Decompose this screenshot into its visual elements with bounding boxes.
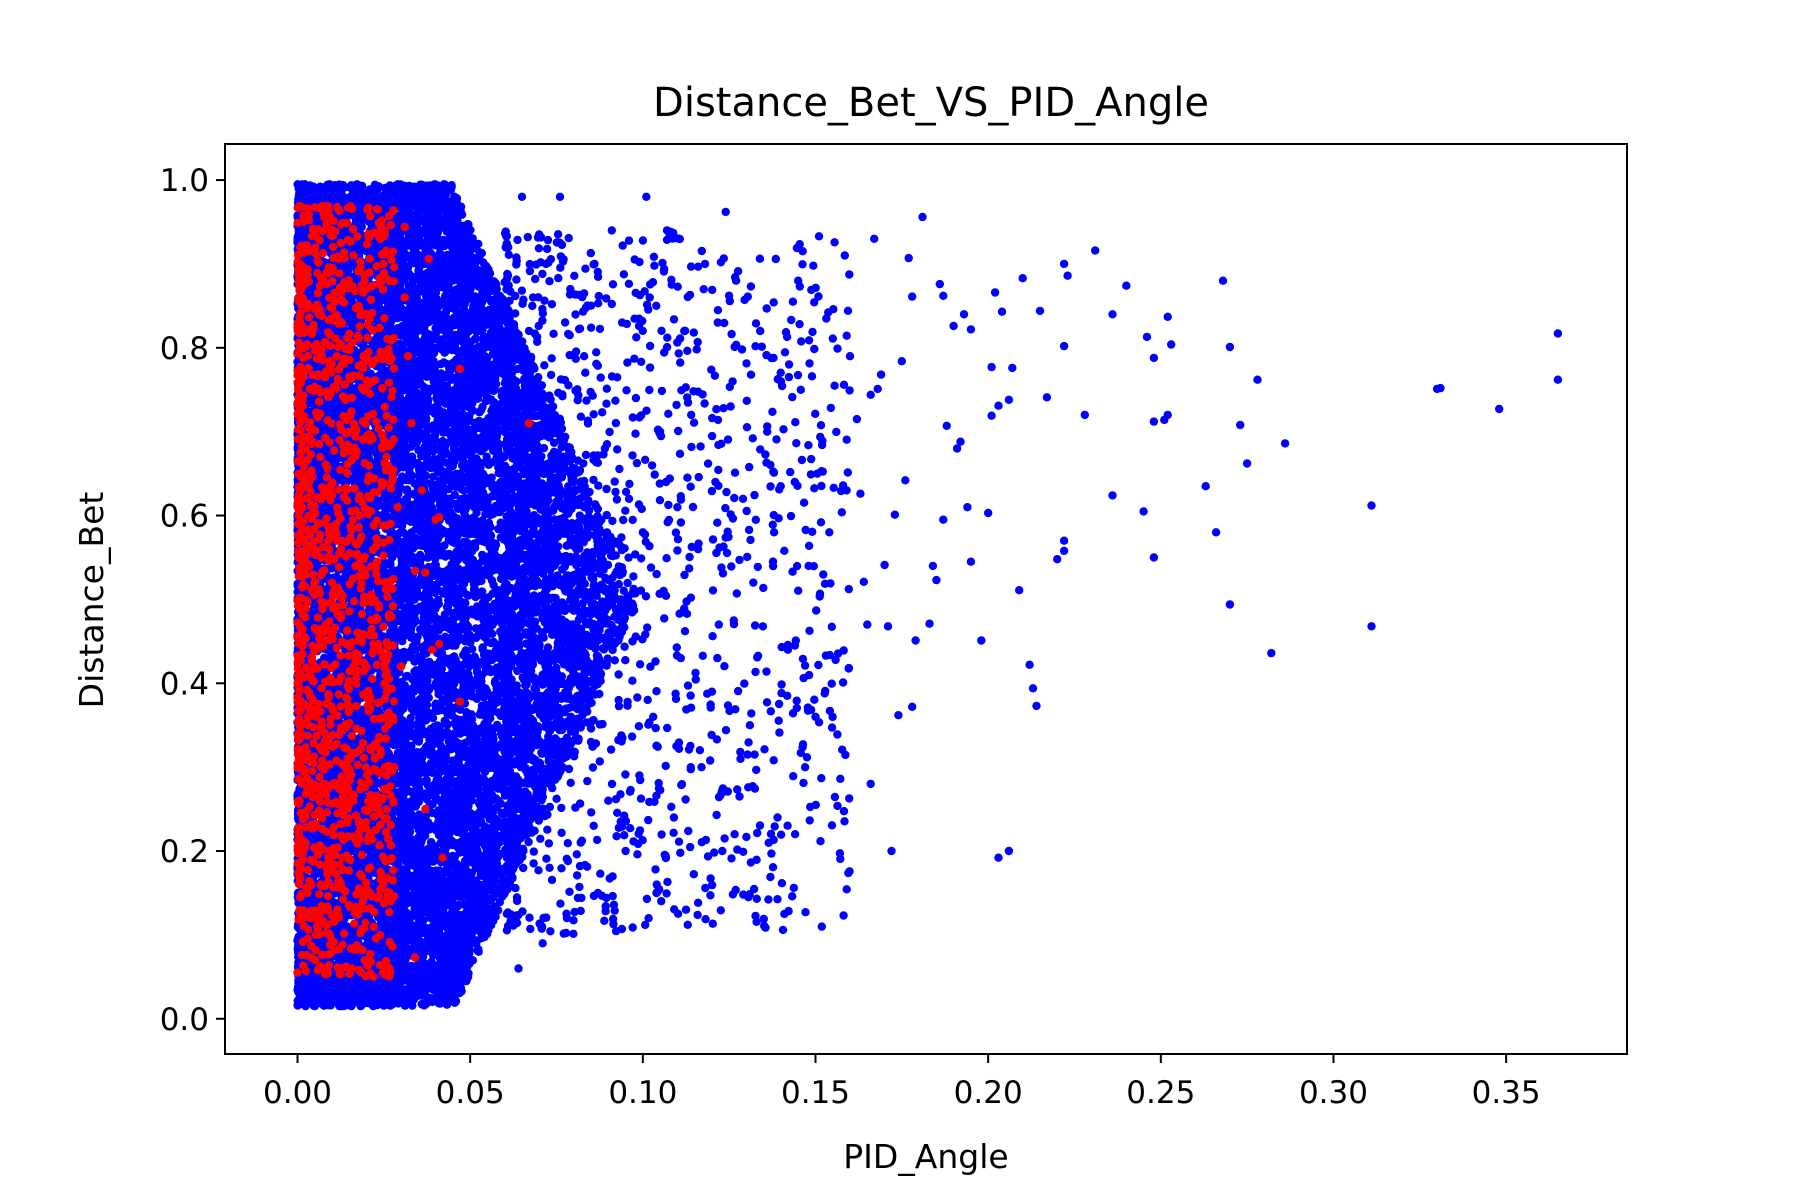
chart-title: Distance_Bet_VS_PID_Angle xyxy=(653,80,1209,126)
points-layer xyxy=(293,180,1563,1011)
